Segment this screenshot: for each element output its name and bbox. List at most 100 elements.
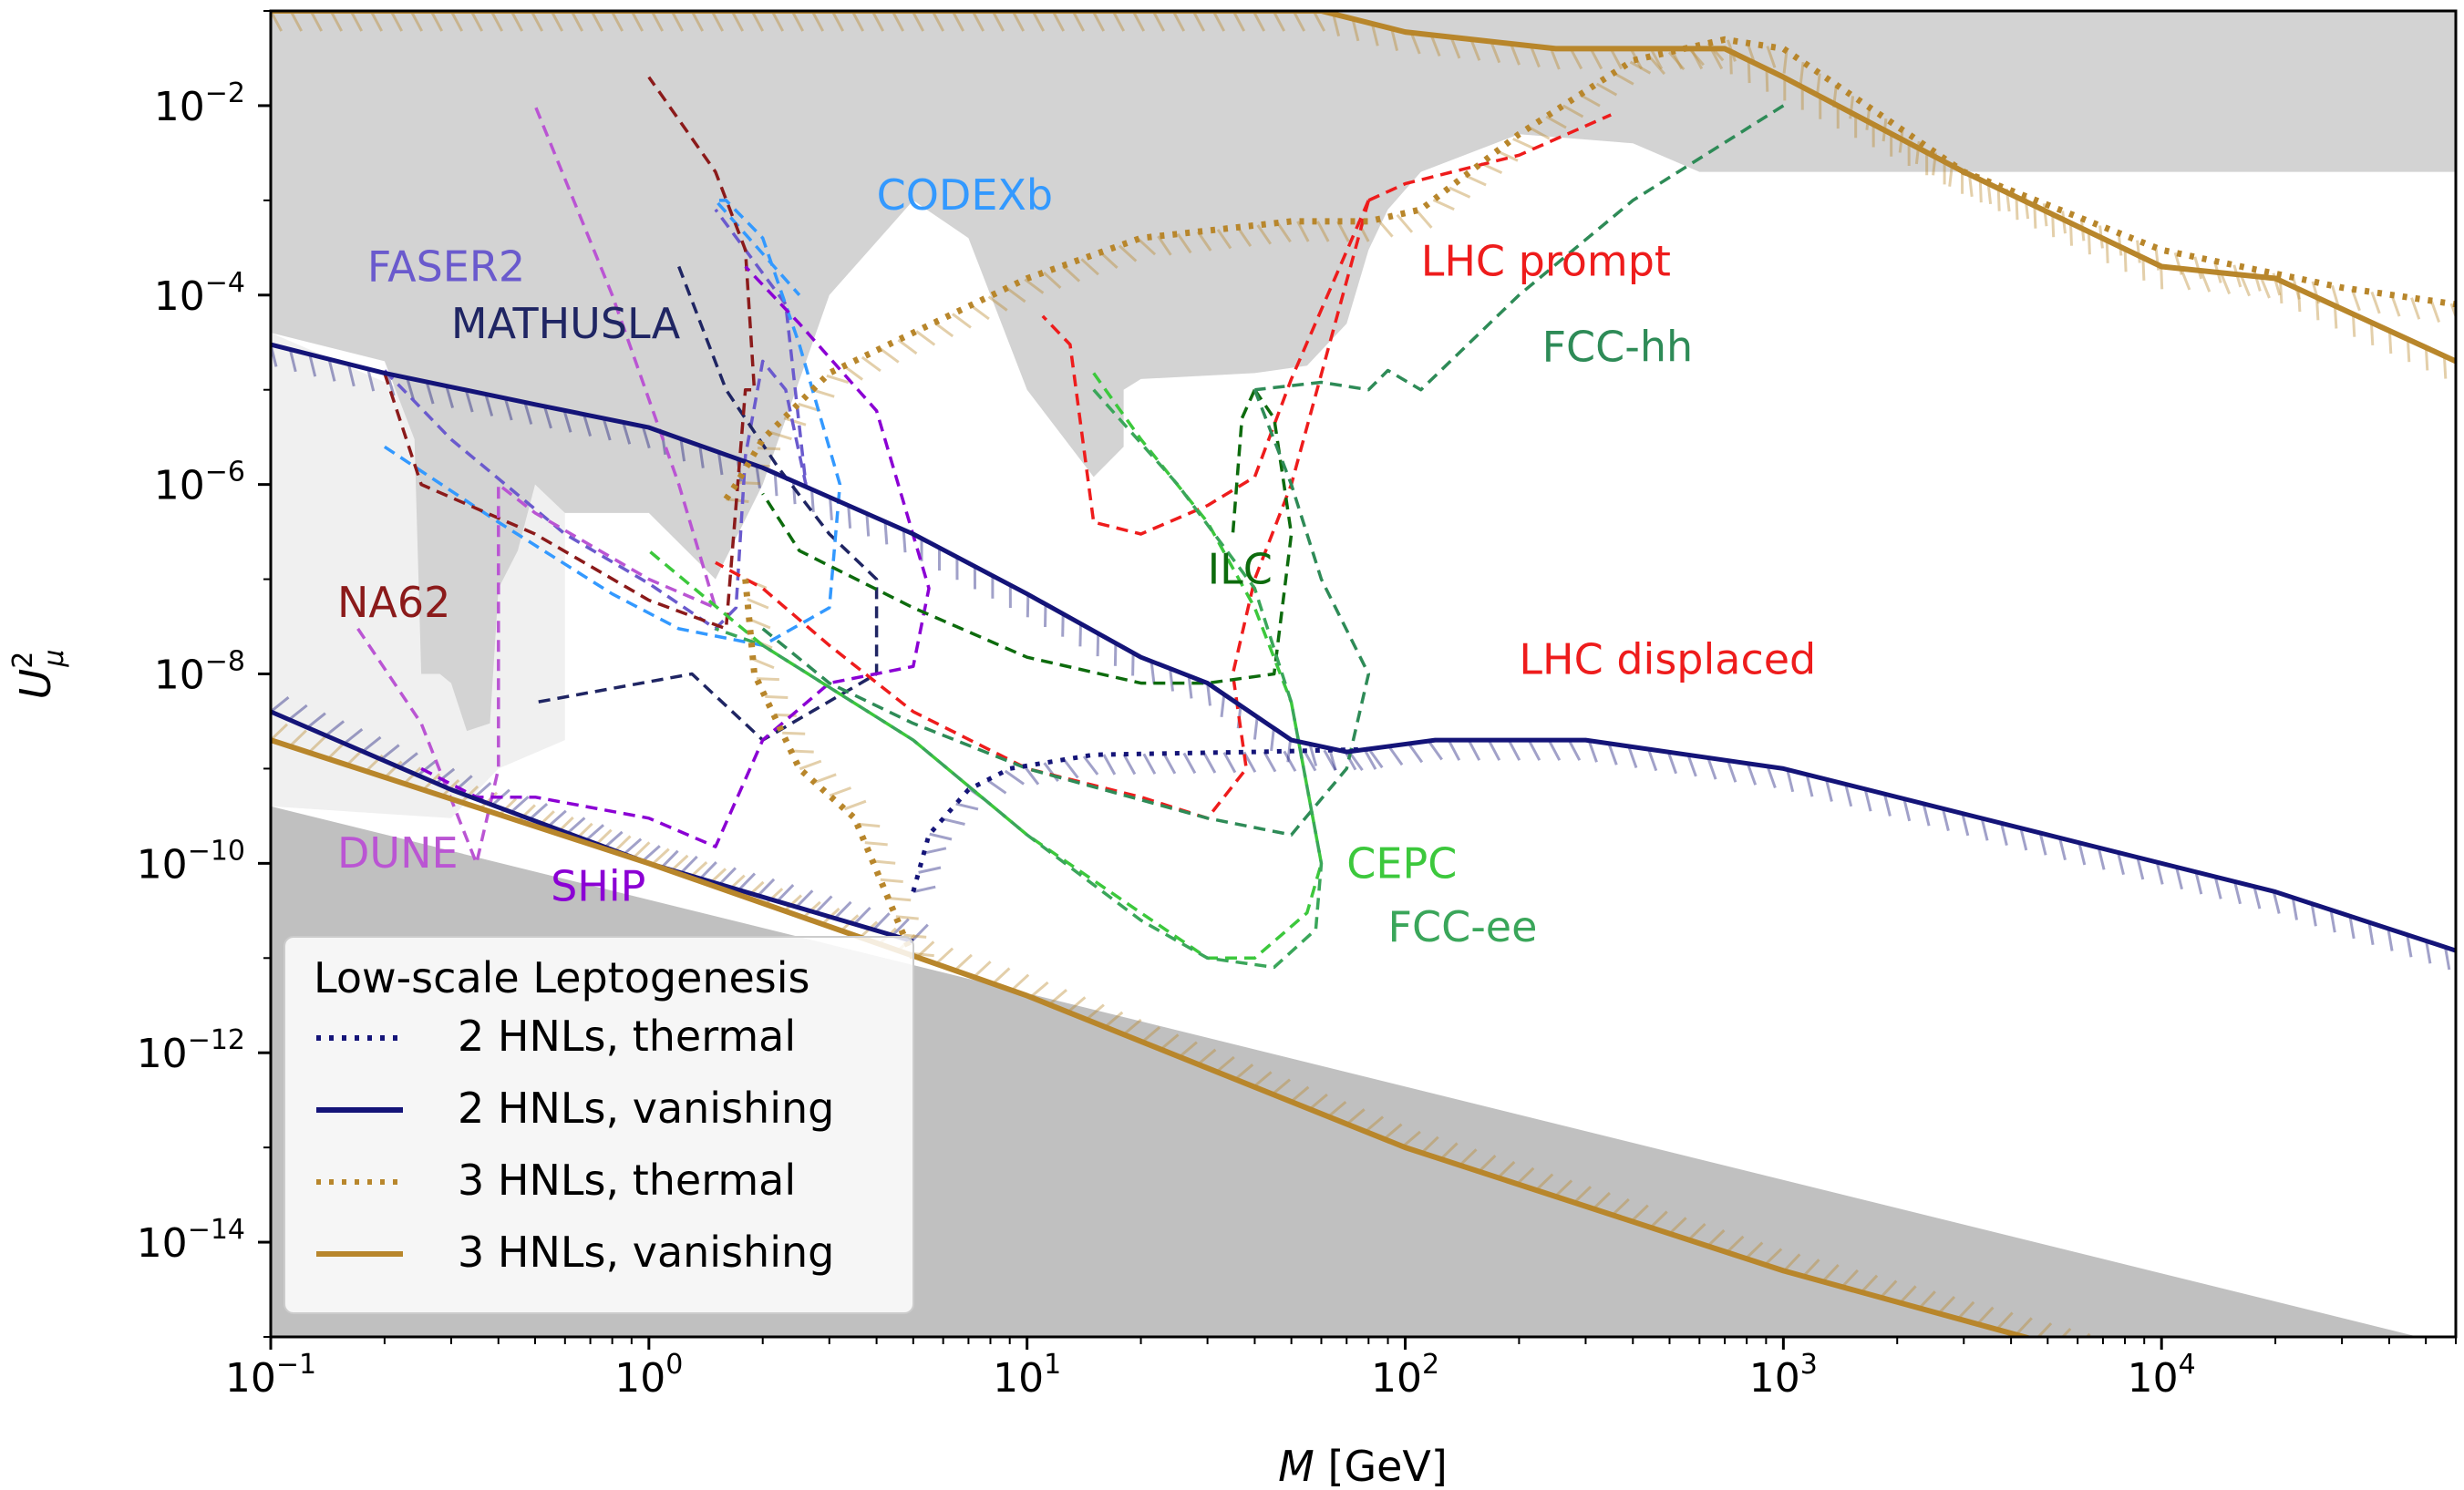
series-2-hnls-vanishing-lower-hatch-9 xyxy=(435,767,456,785)
series-3-hnls-vanishing-hatch-101 xyxy=(2239,273,2251,297)
series-2-hnls-vanishing-hatch-112 xyxy=(2406,934,2413,958)
series-3-hnls-thermal-hatch-80 xyxy=(2136,240,2141,263)
legend-label-2-hnls-thermal: 2 HNLs, thermal xyxy=(458,1012,796,1061)
series-2-hnls-thermal-hatch-1 xyxy=(918,866,942,874)
series-3-hnls-vanishing-hatch-12 xyxy=(510,11,524,32)
experiment-mathusla-curve-0 xyxy=(534,265,879,742)
series-2-hnls-thermal-hatch-19 xyxy=(1222,751,1237,774)
series-2-hnls-vanishing-hatch-6 xyxy=(386,373,396,396)
series-3-hnls-vanishing-hatch-31 xyxy=(891,11,905,32)
series-3-hnls-vanishing-lower-hatch-53 xyxy=(1271,1078,1291,1095)
series-3-hnls-vanishing-lower-hatch-34 xyxy=(915,940,935,959)
series-3-hnls-vanishing-hatch-4 xyxy=(349,11,364,32)
series-3-hnls-vanishing-lower-hatch-59 xyxy=(1383,1123,1403,1141)
series-2-hnls-vanishing-hatch-105 xyxy=(2272,890,2281,914)
experiment-label-dune: DUNE xyxy=(337,828,459,878)
series-3-hnls-vanishing-lower-hatch-94 xyxy=(2060,1327,2072,1337)
experiment-ship-curve-0 xyxy=(420,265,931,848)
experiment-labels: FASER2 MATHUSLA CODEXb NA62 DUNE SHiP LHC prom… xyxy=(337,170,1816,951)
y-tick-label-1: 10−4 xyxy=(154,267,245,320)
series-2-hnls-vanishing-hatch-8 xyxy=(425,381,435,405)
series-2-hnls-vanishing-lower-hatch-23 xyxy=(699,861,717,880)
series-2-hnls-thermal-hatch-11 xyxy=(1063,758,1079,779)
series-3-hnls-vanishing-hatch-98 xyxy=(2180,268,2191,291)
series-3-hnls-vanishing-lower-hatch-0 xyxy=(271,723,289,742)
series-3-hnls-vanishing-hatch-10 xyxy=(469,11,484,32)
legend: Low-scale Leptogenesis 2 HNLs, thermal 2 H… xyxy=(284,936,914,1314)
series-3-hnls-vanishing-lower-hatch-97 xyxy=(2113,1345,2129,1362)
series-3-hnls-vanishing-lower-hatch-12 xyxy=(498,797,518,817)
series-3-hnls-vanishing-hatch-107 xyxy=(2351,313,2356,337)
series-2-hnls-vanishing-hatch-88 xyxy=(1941,807,1950,831)
series-3-hnls-vanishing-hatch-96 xyxy=(2141,257,2146,281)
series-2-hnls-vanishing-hatch-59 xyxy=(1367,748,1384,769)
series-2-hnls-vanishing-hatch-75 xyxy=(1686,754,1697,777)
series-3-hnls-vanishing-hatch-54 xyxy=(1351,18,1360,42)
series-2-hnls-vanishing-hatch-72 xyxy=(1627,745,1638,769)
series-3-hnls-vanishing-hatch-64 xyxy=(1549,47,1561,70)
series-2-hnls-vanishing-hatch-74 xyxy=(1666,751,1678,775)
series-2-hnls-vanishing-hatch-68 xyxy=(1547,739,1562,761)
series-2-hnls-vanishing-hatch-99 xyxy=(2155,861,2164,885)
y-tick-label-5: 10−12 xyxy=(137,1024,245,1077)
series-2-hnls-vanishing-hatch-32 xyxy=(883,521,889,545)
series-2-hnls-vanishing-hatch-76 xyxy=(1706,756,1717,780)
series-3-hnls-thermal-hatch-52 xyxy=(1629,60,1652,75)
series-3-hnls-vanishing-hatch-59 xyxy=(1449,36,1461,59)
series-3-hnls-vanishing-lower-hatch-19 xyxy=(632,841,651,859)
series-2-hnls-vanishing-hatch-106 xyxy=(2291,897,2298,920)
series-2-hnls-vanishing-lower-hatch-29 xyxy=(814,895,833,914)
series-2-hnls-vanishing-hatch-61 xyxy=(1407,743,1424,764)
series-3-hnls-vanishing-lower-hatch-85 xyxy=(1880,1279,1898,1299)
series-2-hnls-vanishing-hatch-47 xyxy=(1150,661,1156,684)
series-2-hnls-vanishing-hatch-5 xyxy=(366,368,376,392)
series-3-hnls-vanishing-hatch-62 xyxy=(1510,43,1521,66)
series-3-hnls-vanishing-hatch-5 xyxy=(369,11,384,32)
series-2-hnls-vanishing-hatch-110 xyxy=(2367,921,2375,945)
series-3-hnls-vanishing-hatch-66 xyxy=(1589,47,1603,70)
series-3-hnls-vanishing-lower-hatch-55 xyxy=(1308,1093,1328,1111)
experiment-fcc-hh-curve-0 xyxy=(1254,104,1785,392)
experiment-label-fcc-ee: FCC-ee xyxy=(1388,902,1538,951)
series-2-hnls-vanishing-hatch-92 xyxy=(2019,827,2028,851)
series-2-hnls-vanishing-hatch-113 xyxy=(2425,940,2432,964)
series-3-hnls-vanishing-lower-hatch-112 xyxy=(2404,1422,2419,1438)
series-3-hnls-thermal-lower-hatch-2 xyxy=(748,618,771,630)
x-tick-label-2: 101 xyxy=(993,1349,1061,1402)
legend-label-3-hnls-vanishing: 3 HNLs, vanishing xyxy=(458,1228,834,1277)
series-3-hnls-vanishing-lower-hatch-2 xyxy=(307,735,326,754)
series-3-hnls-thermal-hatch-24 xyxy=(1118,244,1138,262)
series-3-hnls-vanishing-hatch-49 xyxy=(1252,11,1266,32)
series-3-hnls-vanishing-lower-hatch-62 xyxy=(1439,1142,1459,1160)
y-tick-label-6: 10−14 xyxy=(137,1214,245,1267)
series-2-hnls-vanishing-hatch-16 xyxy=(582,414,593,437)
series-3-hnls-thermal-hatch-49 xyxy=(1579,93,1601,108)
hatch-marks xyxy=(271,11,2456,1438)
series-3-hnls-vanishing-hatch-14 xyxy=(550,11,564,32)
series-3-hnls-thermal-lower-hatch-12 xyxy=(829,786,852,797)
series-3-hnls-vanishing-lower-hatch-56 xyxy=(1327,1100,1347,1118)
series-3-hnls-vanishing xyxy=(271,11,2456,365)
series-2-hnls-vanishing-hatch-15 xyxy=(562,409,572,433)
series-3-hnls-vanishing-hatch-29 xyxy=(851,11,865,32)
series-3-hnls-vanishing-hatch-21 xyxy=(690,11,705,32)
experiment-label-fcc-hh: FCC-hh xyxy=(1542,322,1694,371)
series-2-hnls-vanishing-hatch-91 xyxy=(2000,822,2008,846)
series-2-hnls-vanishing-hatch-30 xyxy=(847,505,852,529)
series-3-hnls-vanishing-hatch-24 xyxy=(750,11,765,32)
series-3-hnls-vanishing-lower xyxy=(271,737,2035,1337)
experiment-fcc-hh-curve-1 xyxy=(761,389,1371,837)
y-axis-label: U2μ xyxy=(7,650,70,700)
series-3-hnls-vanishing-hatch-8 xyxy=(429,11,444,32)
series-3-hnls-vanishing-lower-hatch-82 xyxy=(1821,1263,1840,1283)
series-3-hnls-vanishing-hatch-75 xyxy=(1765,68,1769,92)
series-3-hnls-thermal-lower-hatch-4 xyxy=(752,657,775,670)
series-2-hnls-vanishing-hatch-102 xyxy=(2213,876,2222,899)
experiment-curves xyxy=(356,76,1785,970)
series-3-hnls-thermal-hatch-12 xyxy=(897,338,918,355)
series-2-hnls-vanishing-hatch-7 xyxy=(406,377,416,401)
series-3-hnls-vanishing-hatch-33 xyxy=(931,11,945,32)
series-2-hnls-vanishing-hatch-27 xyxy=(791,480,797,505)
series-3-hnls-vanishing-lower-hatch-91 xyxy=(1995,1311,2014,1331)
